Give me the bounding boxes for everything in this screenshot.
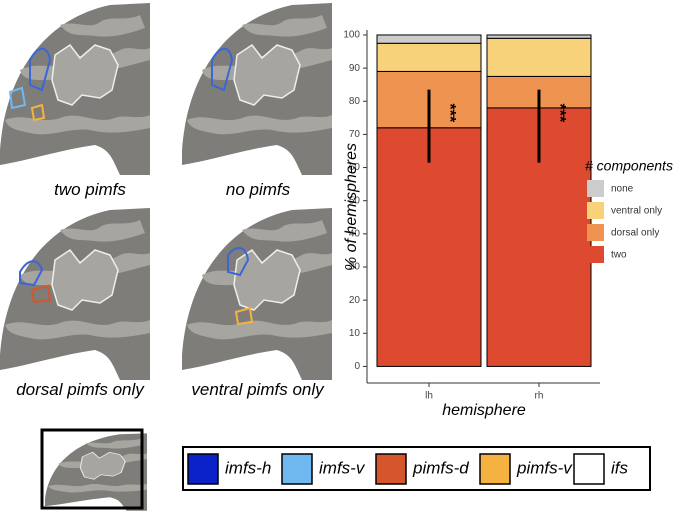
legend-label: imfs-h — [225, 458, 271, 477]
region-outline — [30, 103, 46, 122]
bar-segment — [486, 34, 592, 39]
y-tick-label: 90 — [349, 63, 361, 74]
y-tick-label: 30 — [349, 262, 361, 273]
legend-swatch — [479, 453, 511, 485]
legend-label: ifs — [611, 458, 629, 477]
legend-swatch — [375, 453, 407, 485]
y-tick-label: 50 — [349, 195, 361, 206]
y-tick-label: 20 — [349, 295, 361, 306]
legend-swatch — [573, 453, 605, 485]
legend-swatch — [187, 453, 219, 485]
bar-segment — [376, 127, 482, 367]
legend-label: dorsal only — [611, 228, 659, 239]
significance: *** — [441, 104, 458, 123]
x-tick-label: lh — [425, 391, 433, 402]
bar-segment — [376, 42, 482, 72]
y-tick-label: 80 — [349, 96, 361, 107]
legend-label: imfs-v — [319, 458, 366, 477]
y-tick-label: 0 — [354, 361, 360, 372]
bar-segment — [376, 34, 482, 44]
significance: *** — [551, 104, 568, 123]
region-outline — [211, 47, 234, 92]
bar-segment — [486, 37, 592, 77]
brain-thumbnail — [44, 432, 148, 511]
region-outline — [30, 284, 52, 304]
region-outline — [227, 247, 250, 277]
panel-caption: dorsal pimfs only — [16, 380, 144, 399]
y-tick-label: 100 — [343, 30, 360, 41]
y-tick-label: 40 — [349, 228, 361, 239]
brain-image — [181, 2, 333, 176]
y-axis-title: % of hemispheres — [343, 143, 360, 271]
brain-image — [0, 207, 151, 381]
legend-swatch — [587, 202, 604, 219]
legend-label: ventral only — [611, 206, 662, 217]
brain-image — [181, 207, 333, 381]
panel-caption: no pimfs — [225, 180, 291, 199]
y-tick-label: 10 — [349, 328, 361, 339]
legend-label: pimfs-d — [412, 458, 469, 477]
legend-title: # components — [585, 158, 673, 174]
region-outline — [8, 86, 27, 110]
zoom-box — [40, 428, 144, 510]
region-outline — [234, 306, 254, 326]
legend-swatch — [587, 224, 604, 241]
legend-label: two — [611, 250, 627, 261]
legend-label: none — [611, 184, 634, 195]
region-outline — [19, 260, 44, 287]
panel-caption: ventral pimfs only — [191, 380, 324, 399]
x-axis-title: hemisphere — [442, 402, 526, 419]
region-outline — [29, 47, 52, 92]
x-tick-label: rh — [535, 391, 544, 402]
legend-swatch — [587, 180, 604, 197]
y-tick-label: 70 — [349, 129, 361, 140]
panel-caption: two pimfs — [54, 180, 126, 199]
region-legend-box — [182, 446, 651, 491]
legend-label: pimfs-v — [516, 458, 573, 477]
y-tick-label: 60 — [349, 162, 361, 173]
legend-swatch — [587, 246, 604, 263]
legend-swatch — [281, 453, 313, 485]
